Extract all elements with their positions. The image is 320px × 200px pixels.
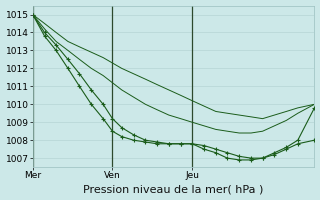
X-axis label: Pression niveau de la mer( hPa ): Pression niveau de la mer( hPa ) xyxy=(84,184,264,194)
